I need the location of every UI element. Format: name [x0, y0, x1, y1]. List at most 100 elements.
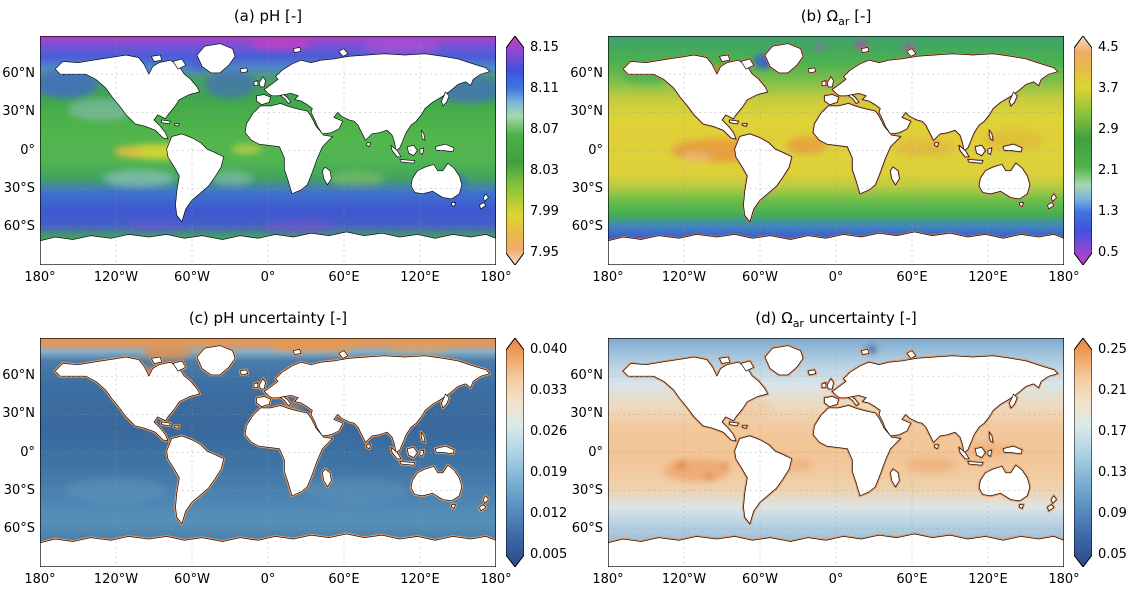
colorbar-a-tick-1: 8.11 — [530, 81, 559, 96]
map-c-svg — [40, 338, 496, 567]
panel-d-title-sub: ar — [792, 317, 804, 330]
panel-b-map — [608, 36, 1064, 265]
panel-d-xtick-3: 0° — [828, 572, 844, 587]
panel-b-xtick-1: 120°W — [661, 270, 707, 285]
panel-c: (c) pH uncertainty [-] 60°N 30°N 0° 30°S… — [0, 302, 568, 603]
colorbar-c-tick-1: 0.033 — [530, 383, 568, 398]
panel-d-ytick-30n: 30°N — [570, 406, 603, 421]
panel-a: (a) pH [-] 60°N 30°N 0° 30°S 60°S — [0, 0, 568, 301]
panel-a-xtick-5: 120°E — [400, 270, 440, 285]
panel-a-xtick-4: 60°E — [328, 270, 360, 285]
colorbar-b — [1073, 35, 1093, 266]
colorbar-d-tick-1: 0.21 — [1098, 383, 1127, 398]
panel-a-ytick-60n: 60°N — [2, 66, 35, 81]
panel-d-map — [608, 338, 1064, 567]
panel-d-title: (d) Ωar uncertainty [-] — [608, 309, 1064, 330]
colorbar-b-tick-2: 2.9 — [1098, 122, 1119, 137]
colorbar-b-tick-1: 3.7 — [1098, 81, 1119, 96]
panel-a-xtick-2: 60°W — [174, 270, 210, 285]
colorbar-d-tick-0: 0.25 — [1098, 342, 1127, 357]
panel-b-ytick-30s: 30°S — [571, 181, 603, 196]
panel-d: (d) Ωar uncertainty [-] 60°N 30°N 0° 30°… — [568, 302, 1136, 603]
panel-b-title-pre: (b) Ω — [800, 7, 839, 25]
panel-a-xtick-3: 0° — [260, 270, 276, 285]
panel-b: (b) Ωar [-] 60°N 30°N 0° 30°S 60°S — [568, 0, 1136, 301]
panel-b-ytick-60s: 60°S — [571, 219, 603, 234]
panel-a-ytick-0: 0° — [20, 143, 35, 158]
panel-d-ytick-60n: 60°N — [570, 368, 603, 383]
colorbar-b-tick-5: 0.5 — [1098, 245, 1119, 260]
colorbar-d-tick-4: 0.09 — [1098, 506, 1127, 521]
map-d-svg — [608, 338, 1064, 567]
panel-a-xtick-1: 120°W — [93, 270, 139, 285]
colorbar-c-tick-3: 0.019 — [530, 465, 568, 480]
colorbar-b-tick-0: 4.5 — [1098, 40, 1119, 55]
colorbar-d-tick-2: 0.17 — [1098, 424, 1127, 439]
panel-d-ytick-60s: 60°S — [571, 521, 603, 536]
panel-a-ytick-30s: 30°S — [3, 181, 35, 196]
panel-d-ytick-30s: 30°S — [571, 483, 603, 498]
colorbar-a-tick-3: 8.03 — [530, 163, 559, 178]
panel-b-xtick-4: 60°E — [896, 270, 928, 285]
panel-d-xtick-4: 60°E — [896, 572, 928, 587]
panel-a-title: (a) pH [-] — [40, 7, 496, 28]
panel-b-title-post: [-] — [849, 7, 872, 25]
panel-c-ytick-30s: 30°S — [3, 483, 35, 498]
colorbar-b-svg — [1073, 35, 1093, 266]
ocean-anomalies-c — [65, 339, 452, 504]
panel-b-ytick-60n: 60°N — [570, 66, 603, 81]
panel-a-map — [40, 36, 496, 265]
panel-d-title-post: uncertainty [-] — [803, 309, 917, 327]
panel-b-xtick-0: 180° — [592, 270, 624, 285]
map-b-svg — [608, 36, 1064, 265]
colorbar-c-tick-2: 0.026 — [530, 424, 568, 439]
panel-c-xtick-2: 60°W — [174, 572, 210, 587]
panel-c-xtick-5: 120°E — [400, 572, 440, 587]
colorbar-a — [505, 35, 525, 266]
panel-b-xtick-5: 120°E — [968, 270, 1008, 285]
panel-a-title-pre: (a) pH [-] — [233, 7, 303, 25]
panel-a-ytick-30n: 30°N — [2, 104, 35, 119]
panel-c-map — [40, 338, 496, 567]
panel-d-xtick-6: 180° — [1048, 572, 1080, 587]
colorbar-c — [505, 337, 525, 568]
panel-c-xtick-1: 120°W — [93, 572, 139, 587]
panel-b-xtick-6: 180° — [1048, 270, 1080, 285]
panel-a-xtick-6: 180° — [480, 270, 512, 285]
panel-b-ytick-0: 0° — [588, 143, 603, 158]
colorbar-a-tick-5: 7.95 — [530, 245, 559, 260]
colorbar-c-tick-4: 0.012 — [530, 506, 568, 521]
panel-d-xtick-5: 120°E — [968, 572, 1008, 587]
panel-c-ytick-30n: 30°N — [2, 406, 35, 421]
panel-b-ytick-30n: 30°N — [570, 104, 603, 119]
panel-b-xtick-2: 60°W — [742, 270, 778, 285]
colorbar-b-tick-3: 2.1 — [1098, 163, 1119, 178]
panel-b-xtick-3: 0° — [828, 270, 844, 285]
colorbar-a-tick-2: 8.07 — [530, 122, 559, 137]
colorbar-d-svg — [1073, 337, 1093, 568]
panel-c-ytick-0: 0° — [20, 445, 35, 460]
colorbar-c-tick-0: 0.040 — [530, 342, 568, 357]
colorbar-c-svg — [505, 337, 525, 568]
panel-b-title: (b) Ωar [-] — [608, 7, 1064, 28]
panel-d-xtick-1: 120°W — [661, 572, 707, 587]
panel-d-xtick-0: 180° — [592, 572, 624, 587]
panel-d-xtick-2: 60°W — [742, 572, 778, 587]
panel-d-ytick-0: 0° — [588, 445, 603, 460]
colorbar-a-tick-0: 8.15 — [530, 40, 559, 55]
colorbar-c-tick-5: 0.005 — [530, 547, 568, 562]
map-a-svg — [40, 36, 496, 265]
panel-a-ytick-60s: 60°S — [3, 219, 35, 234]
panel-d-title-pre: (d) Ω — [755, 309, 793, 327]
colorbar-a-svg — [505, 35, 525, 266]
panel-c-title-pre: (c) pH uncertainty [-] — [188, 309, 348, 327]
panel-b-title-sub: ar — [838, 15, 850, 28]
panel-a-xtick-0: 180° — [24, 270, 56, 285]
colorbar-d — [1073, 337, 1093, 568]
panel-c-ytick-60s: 60°S — [3, 521, 35, 536]
panel-c-xtick-3: 0° — [260, 572, 276, 587]
colorbar-b-tick-4: 1.3 — [1098, 204, 1119, 219]
colorbar-d-tick-5: 0.05 — [1098, 547, 1127, 562]
panel-c-title: (c) pH uncertainty [-] — [40, 309, 496, 330]
